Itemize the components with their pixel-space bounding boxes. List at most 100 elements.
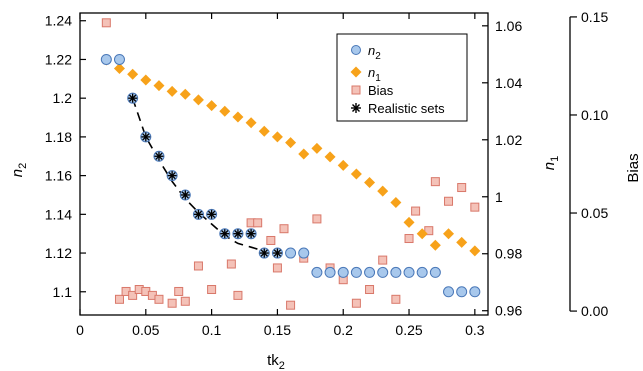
n2-point <box>456 286 468 298</box>
bias-point <box>174 286 184 296</box>
bias-point <box>444 196 454 206</box>
bias-point <box>253 218 263 228</box>
n2-point <box>390 266 402 278</box>
n2-point <box>377 266 389 278</box>
n1-point <box>140 74 152 86</box>
realistic-set-point <box>193 209 203 219</box>
bias-point <box>351 298 361 308</box>
left-tick-label: 1.1 <box>53 284 73 300</box>
x-tick-label: 0.1 <box>202 322 222 338</box>
n1-point <box>192 94 204 106</box>
asterisk-stroke <box>247 230 255 238</box>
n1-tick-label: 0.98 <box>495 246 522 262</box>
n1-tick-label: 1.04 <box>495 75 522 91</box>
left-axis-title: n2 <box>9 163 29 177</box>
left-tick-label: 1.12 <box>45 245 72 261</box>
left-tick-label: 1.22 <box>45 51 72 67</box>
realistic-set-point <box>259 248 269 258</box>
n1-point <box>311 142 323 154</box>
n1-point <box>298 148 310 160</box>
bias-point <box>365 285 375 295</box>
bias-point <box>167 298 177 308</box>
n1-point <box>337 159 349 171</box>
realistic-set-point <box>220 229 230 239</box>
left-tick-label: 1.18 <box>45 129 72 145</box>
n1-point <box>153 80 165 92</box>
n1-point <box>232 111 244 123</box>
n1-point <box>469 245 481 257</box>
bias-tick-label: 0.10 <box>581 107 608 123</box>
bias-point <box>424 226 434 236</box>
n2-point <box>469 286 481 298</box>
n1-point <box>127 68 139 80</box>
n1-point <box>377 185 389 197</box>
n1-point <box>258 125 270 137</box>
asterisk-stroke <box>194 210 203 218</box>
asterisk-stroke <box>168 171 176 180</box>
bias-point <box>279 224 289 234</box>
x-tick-label: 0.3 <box>465 322 485 338</box>
n1-tick-label: 0.96 <box>495 303 522 319</box>
legend-marker-n1 <box>350 66 362 78</box>
legend-label-n2: n2 <box>368 43 381 62</box>
bias-point <box>128 290 138 300</box>
n1-point <box>245 117 257 129</box>
n1-tick-label: 1.02 <box>495 132 522 148</box>
realistic-set-point <box>128 93 138 103</box>
n2-point <box>311 266 323 278</box>
n1-point <box>285 137 297 149</box>
n1-axis-title: n1 <box>541 156 561 170</box>
legend: n2 n1 Bias Realistic sets <box>336 33 468 122</box>
n1-point <box>113 63 125 75</box>
plot-frame <box>79 12 489 316</box>
bias-point <box>180 296 190 306</box>
bias-point <box>272 263 282 273</box>
n1-point <box>206 100 218 112</box>
left-tick-label: 1.16 <box>45 168 72 184</box>
realistic-set-point <box>272 248 282 258</box>
legend-marker-bias <box>351 85 361 95</box>
bias-point <box>378 255 388 265</box>
n2-point <box>416 266 428 278</box>
n2-point <box>324 266 336 278</box>
x-tick-label: 0.2 <box>333 322 353 338</box>
bias-point <box>233 290 243 300</box>
bias-point <box>207 285 217 295</box>
n2-point <box>443 286 455 298</box>
n1-point <box>324 151 336 163</box>
legend-marker-realistic <box>351 103 361 113</box>
n2-point <box>285 247 297 259</box>
n1-point <box>166 85 178 97</box>
asterisk-stroke <box>260 249 268 257</box>
bias-point <box>312 214 322 224</box>
n2-point <box>298 247 310 259</box>
n1-tick-label: 1.06 <box>495 18 522 34</box>
n1-point <box>179 88 191 100</box>
realistic-sets-series <box>128 93 282 258</box>
n1-point <box>390 196 402 208</box>
x-axis-ticks: 0 0.05 0.1 0.15 0.2 0.25 0.3 <box>76 13 485 338</box>
bias-tick-label: 0.05 <box>581 205 608 221</box>
fit-curve <box>131 97 265 252</box>
realistic-set-point <box>167 171 177 181</box>
legend-label-bias: Bias <box>368 83 394 98</box>
n2-point <box>403 266 415 278</box>
n1-point <box>364 177 376 189</box>
x-tick-label: 0.15 <box>264 322 291 338</box>
left-axis-ticks: 1.1 1.12 1.14 1.16 1.18 1.2 1.22 1.24 <box>45 13 86 300</box>
n2-point <box>429 266 441 278</box>
n2-point <box>100 53 112 65</box>
x-tick-label: 0 <box>76 322 84 338</box>
left-tick-label: 1.2 <box>53 90 73 106</box>
realistic-set-point <box>141 132 151 142</box>
bias-tick-label: 0.00 <box>581 303 608 319</box>
n1-point <box>350 168 362 180</box>
n1-point <box>416 228 428 240</box>
n1-point <box>219 105 231 117</box>
bias-axis-title: Bias <box>625 153 642 182</box>
n1-series <box>100 54 481 257</box>
n1-point <box>443 228 455 240</box>
bias-point <box>286 300 296 310</box>
n1-point <box>456 236 468 248</box>
legend-label-n1: n1 <box>368 65 381 84</box>
